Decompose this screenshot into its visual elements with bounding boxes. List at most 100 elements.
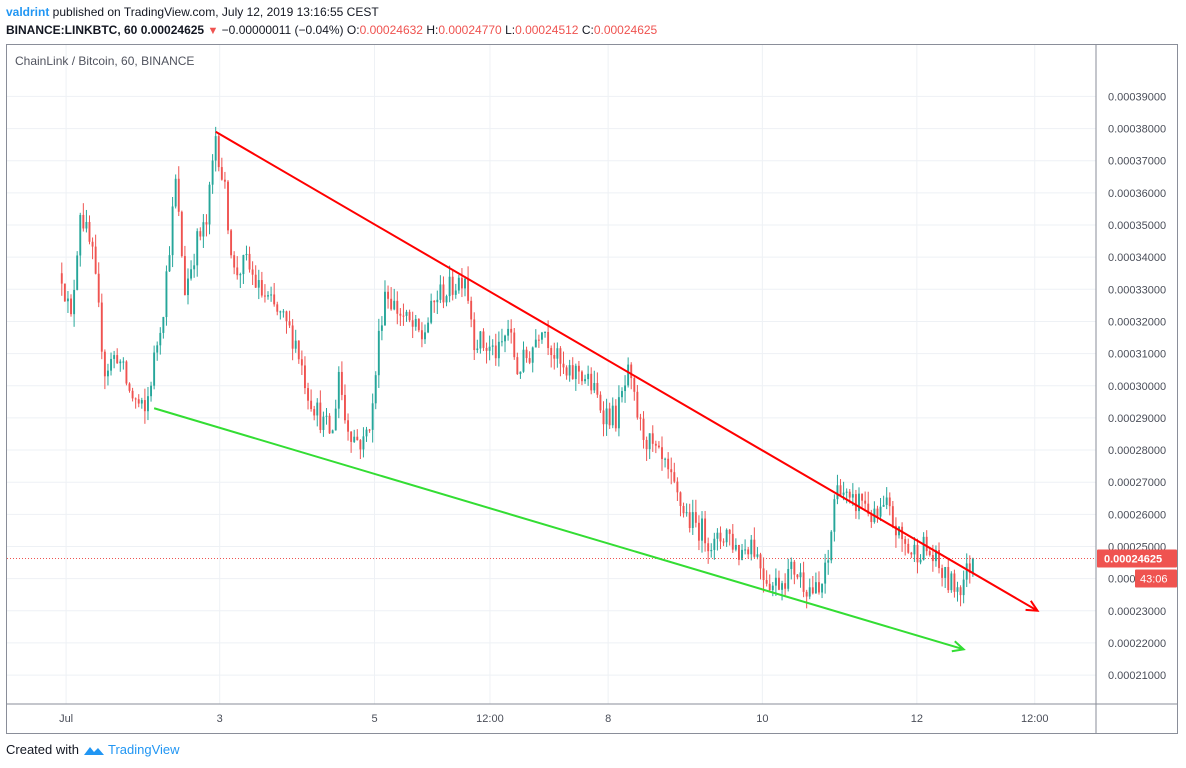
candle-down [811,587,814,594]
chart-frame[interactable] [6,44,1178,734]
candle-down [642,418,645,440]
candle-up [531,347,534,363]
candle-up [214,136,217,161]
candle-down [737,544,740,560]
candle-up [448,276,451,297]
candle-up [193,265,196,270]
candle-down [639,417,642,419]
candle-down [460,277,463,289]
candle-up [836,485,839,500]
candle-down [328,415,331,434]
candle-down [467,278,470,301]
candle-up [879,506,882,517]
candle-down [288,321,291,326]
candle-down [82,214,85,229]
candle-down [390,298,393,310]
candle-down [263,295,266,297]
candle-down [805,591,808,597]
candle-down [236,267,239,276]
footer: Created with TradingView [6,742,180,758]
candle-down [411,320,414,327]
candle-up [808,587,811,597]
candle-up [245,253,248,256]
candle-down [303,365,306,389]
candle-down [70,298,72,315]
candle-up [322,416,325,430]
candle-down [793,561,796,575]
candle-up [725,529,728,543]
candle-up [624,385,627,392]
candle-up [971,558,974,573]
candle-down [451,276,454,295]
current-price-label: 0.00024625 [1104,554,1162,566]
brand-label: TradingView [107,742,180,757]
candle-up [701,518,703,541]
candle-down [968,563,971,573]
candle-down [571,365,574,380]
candle-up [165,271,168,318]
candle-up [885,497,888,505]
candle-down [300,359,303,366]
candle-up [648,433,651,450]
candle-up [830,531,833,561]
candle-down [88,221,91,242]
candle-up [168,255,171,272]
candle-down [307,388,309,401]
candle-down [180,211,183,257]
candle-down [645,439,648,450]
trendline-resistance-arrowhead [1025,600,1040,612]
candle-up [756,554,759,557]
candle-up [150,385,153,397]
candle-up [799,572,802,578]
candle-down [402,315,405,317]
candle-up [774,577,777,586]
candle-up [605,408,608,425]
y-tick-label: 0.00035000 [1108,220,1166,232]
candle-up [457,277,460,291]
candle-up [944,566,947,578]
candle-down [310,400,313,410]
candle-up [962,579,965,596]
candle-up [664,458,667,460]
candle-down [528,358,531,363]
candle-up [325,415,328,417]
candle-down [359,440,362,450]
candle-up [685,512,688,514]
candle-up [365,429,368,437]
change-value: −0.00000011 (−0.04%) [221,23,344,37]
candle-up [73,289,76,315]
candle-down [953,573,956,592]
author-link[interactable]: valdrint [6,5,50,19]
candle-down [319,402,322,430]
candle-down [248,253,251,270]
candle-up [454,290,457,295]
low-label: L: [505,23,516,37]
candle-down [116,355,119,364]
y-tick-label: 0.00030000 [1108,381,1166,393]
tradingview-logo-icon [83,747,104,755]
candle-down [510,328,513,333]
tradingview-brand[interactable]: TradingView [83,742,180,758]
candle-down [344,394,346,421]
candle-down [217,136,220,168]
candle-up [371,403,374,430]
candle-up [691,512,694,529]
candle-down [313,409,316,416]
candle-down [103,351,106,377]
candle-down [599,394,602,411]
candle-down [947,566,950,591]
y-tick-label: 0.00034000 [1108,252,1166,264]
candle-down [565,367,568,376]
y-tick-label: 0.00033000 [1108,284,1166,296]
candle-down [553,355,556,359]
candle-down [137,399,140,404]
candle-up [171,206,174,256]
candle-down [417,318,420,331]
candle-down [485,347,488,351]
candle-down [285,311,288,322]
open-value: 0.00024632 [359,23,423,37]
current-price-badge [1097,549,1177,568]
candle-up [337,371,340,409]
candle-up [147,396,149,412]
